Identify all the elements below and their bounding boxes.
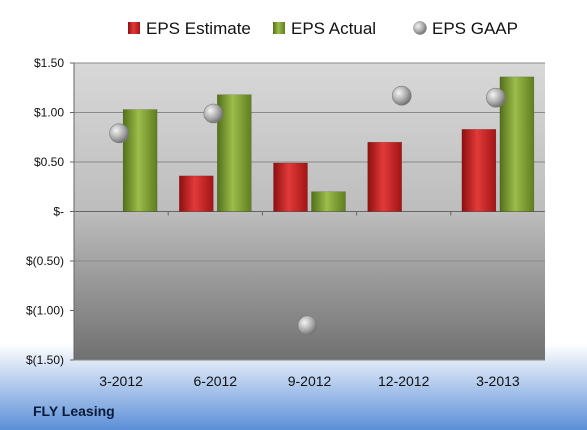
x-category-label: 3-2013 [476, 373, 520, 389]
y-tick-label: $- [53, 205, 64, 219]
bar-eps-estimate [461, 129, 497, 212]
y-axis: $1.50 $1.00 $0.50 $- $(0.50) $(1.00) $(1.50) [26, 56, 75, 367]
marker-eps-gaap [203, 103, 224, 124]
gaap-markers-layer [109, 85, 506, 336]
bar-eps-actual [499, 76, 535, 212]
y-tick-label: $(1.00) [26, 304, 64, 318]
x-category-label: 3-2012 [99, 373, 143, 389]
x-category-label: 9-2012 [288, 373, 332, 389]
marker-eps-gaap [297, 315, 318, 336]
x-category-label: 6-2012 [194, 373, 238, 389]
marker-eps-gaap [109, 123, 129, 144]
bar-eps-estimate [179, 175, 214, 212]
y-tick-label: $1.00 [34, 106, 64, 120]
legend-eps-gaap: EPS GAAP [432, 19, 518, 38]
legend-swatch-eps-gaap [413, 21, 427, 35]
legend-swatch-eps-estimate [128, 22, 140, 34]
y-tick-label: $(1.50) [26, 353, 64, 367]
marker-eps-gaap [391, 85, 412, 106]
company-name: FLY Leasing [33, 403, 115, 419]
legend: EPS Estimate EPS Actual EPS GAAP [128, 19, 518, 38]
legend-swatch-eps-actual [273, 22, 285, 34]
bar-eps-estimate [273, 162, 308, 212]
x-category-label: 12-2012 [378, 373, 430, 389]
marker-eps-gaap [486, 87, 506, 108]
bar-eps-estimate [367, 141, 402, 212]
y-tick-label: $(0.50) [26, 254, 64, 268]
y-tick-label: $0.50 [34, 155, 64, 169]
y-tick-label: $1.50 [34, 56, 64, 70]
bar-eps-actual [311, 191, 346, 212]
legend-eps-actual: EPS Actual [291, 19, 376, 38]
bar-eps-actual [122, 109, 158, 212]
x-axis: 3-2012 6-2012 9-2012 12-2012 3-2013 [99, 211, 520, 389]
legend-eps-estimate: EPS Estimate [146, 19, 251, 38]
